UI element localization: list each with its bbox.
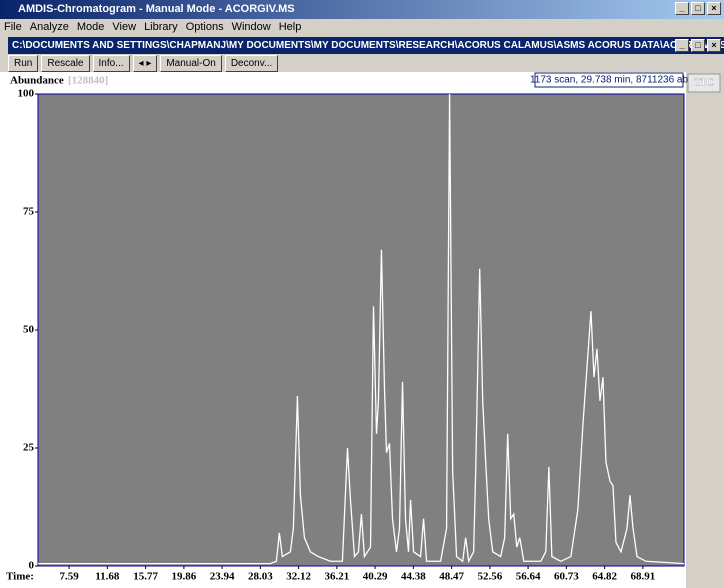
toolbar-button[interactable]: Run	[8, 55, 39, 72]
x-tick-label: 64.82	[592, 571, 617, 583]
x-tick-label: 48.47	[439, 571, 464, 583]
y-label-value: [128840]	[68, 75, 108, 87]
menu-item[interactable]: Options	[185, 21, 224, 33]
menu-item[interactable]: Help	[278, 21, 302, 33]
menu-item[interactable]: Mode	[76, 21, 105, 33]
x-label: Time:	[6, 571, 34, 583]
close[interactable]: ×	[707, 2, 721, 15]
document-title-bar: C:\DOCUMENTS AND SETTINGS\CHAPMANJ\MY DO…	[8, 37, 724, 54]
menu-item[interactable]: Window	[231, 21, 271, 33]
x-tick-label: 23.94	[210, 571, 235, 583]
menu-item[interactable]: File	[4, 21, 22, 33]
toolbar-button[interactable]: Rescale	[41, 55, 90, 72]
tic-button[interactable]	[687, 73, 721, 93]
toolbar: Run Rescale Info... ◂ ▸ Manual-On Deconv...	[8, 55, 279, 72]
x-tick-label: 36.21	[325, 571, 350, 583]
minimize[interactable]: _	[675, 39, 689, 52]
menu-item[interactable]: View	[112, 21, 137, 33]
menu-item[interactable]: Analyze	[29, 21, 69, 33]
y-tick-label: 0	[29, 560, 35, 572]
maximize[interactable]: □	[691, 39, 705, 52]
toolbar-button[interactable]: Manual-On	[160, 55, 222, 72]
y-tick-label: 25	[23, 442, 35, 454]
x-tick-label: 56.64	[516, 571, 541, 583]
document-title: C:\DOCUMENTS AND SETTINGS\CHAPMANJ\MY DO…	[12, 40, 724, 51]
plot-area	[37, 93, 685, 567]
x-tick-label: 52.56	[478, 571, 503, 583]
trace	[38, 93, 685, 565]
maximize[interactable]: □	[691, 2, 705, 15]
chart: Abundance [128840] 1173 scan, 29.738 min…	[0, 72, 724, 588]
tic-label[interactable]: TIC	[694, 76, 714, 89]
x-tick-label: 68.91	[631, 571, 656, 583]
y-tick-label: 100	[18, 88, 35, 100]
close[interactable]: ×	[707, 39, 721, 52]
x-tick-label: 32.12	[286, 571, 311, 583]
title-bar: AMDIS-Chromatogram - Manual Mode - ACORG…	[0, 0, 724, 19]
x-tick-label: 44.38	[401, 571, 426, 583]
minimize[interactable]: _	[675, 2, 689, 15]
window-title: AMDIS-Chromatogram - Manual Mode - ACORG…	[18, 3, 295, 15]
toolbar-button[interactable]: ◂ ▸	[132, 55, 158, 72]
menu-item[interactable]: Library	[144, 21, 178, 33]
y-tick-label: 50	[23, 324, 35, 336]
status: 1173 scan, 29.738 min, 8711236 ab	[530, 75, 689, 86]
x-tick-label: 19.86	[172, 571, 197, 583]
x-tick-label: 60.73	[554, 571, 579, 583]
x-tick-label: 7.59	[59, 571, 79, 583]
y-label: Abundance	[10, 75, 64, 87]
toolbar-button[interactable]: Info...	[92, 55, 130, 72]
toolbar-button[interactable]: Deconv...	[224, 55, 279, 72]
x-tick-label: 15.77	[133, 571, 158, 583]
x-tick-label: 28.03	[248, 571, 273, 583]
x-tick-label: 40.29	[363, 571, 388, 583]
menu-bar: File Analyze Mode View Library Options Window H…	[0, 19, 724, 36]
side-panel	[686, 72, 724, 588]
y-tick-label: 75	[23, 206, 35, 218]
status-box	[534, 72, 684, 88]
x-tick-label: 11.68	[95, 571, 120, 583]
